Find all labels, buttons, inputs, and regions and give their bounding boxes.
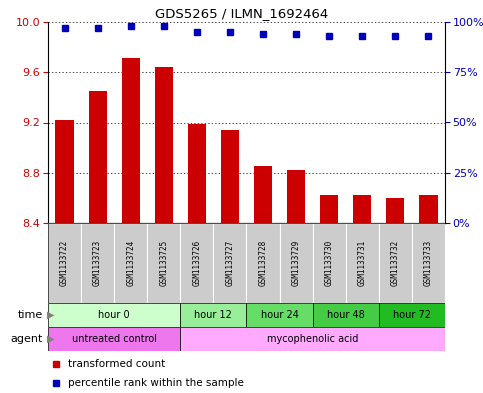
Text: GSM1133727: GSM1133727 [226,240,234,286]
Bar [56,120,73,223]
Bar [81,223,114,303]
Bar [180,303,246,327]
Text: ▶: ▶ [47,334,55,344]
Bar [379,303,445,327]
Bar [320,195,338,223]
Bar [188,124,206,223]
Text: GSM1133723: GSM1133723 [93,240,102,286]
Text: GSM1133729: GSM1133729 [292,240,300,286]
Bar [155,67,173,223]
Bar [213,223,246,303]
Text: agent: agent [11,334,43,344]
Bar [419,195,438,223]
Bar [254,167,272,223]
Text: hour 72: hour 72 [393,310,431,320]
Bar [280,223,313,303]
Bar [114,223,147,303]
Bar [386,198,404,223]
Text: GSM1133722: GSM1133722 [60,240,69,286]
Text: untreated control: untreated control [71,334,156,344]
Bar [313,303,379,327]
Text: transformed count: transformed count [68,358,165,369]
Text: GSM1133726: GSM1133726 [192,240,201,286]
Bar [180,223,213,303]
Bar [147,223,180,303]
Bar [353,195,371,223]
Bar [48,327,180,351]
Bar [313,223,346,303]
Bar [412,223,445,303]
Text: GDS5265 / ILMN_1692464: GDS5265 / ILMN_1692464 [155,7,328,20]
Text: mycophenolic acid: mycophenolic acid [267,334,358,344]
Bar [246,223,280,303]
Bar [122,59,140,223]
Text: hour 0: hour 0 [99,310,130,320]
Text: GSM1133724: GSM1133724 [126,240,135,286]
Bar [180,327,445,351]
Bar [48,223,81,303]
Bar [246,303,313,327]
Text: GSM1133725: GSM1133725 [159,240,168,286]
Bar [48,303,180,327]
Bar [287,170,305,223]
Text: hour 48: hour 48 [327,310,365,320]
Bar [88,91,107,223]
Bar [379,223,412,303]
Bar [221,130,239,223]
Text: hour 24: hour 24 [261,310,298,320]
Bar [346,223,379,303]
Text: GSM1133730: GSM1133730 [325,240,334,286]
Text: GSM1133733: GSM1133733 [424,240,433,286]
Text: ▶: ▶ [47,310,55,320]
Text: percentile rank within the sample: percentile rank within the sample [68,378,244,387]
Text: hour 12: hour 12 [195,310,232,320]
Text: time: time [18,310,43,320]
Text: GSM1133731: GSM1133731 [358,240,367,286]
Text: GSM1133728: GSM1133728 [258,240,268,286]
Text: GSM1133732: GSM1133732 [391,240,400,286]
